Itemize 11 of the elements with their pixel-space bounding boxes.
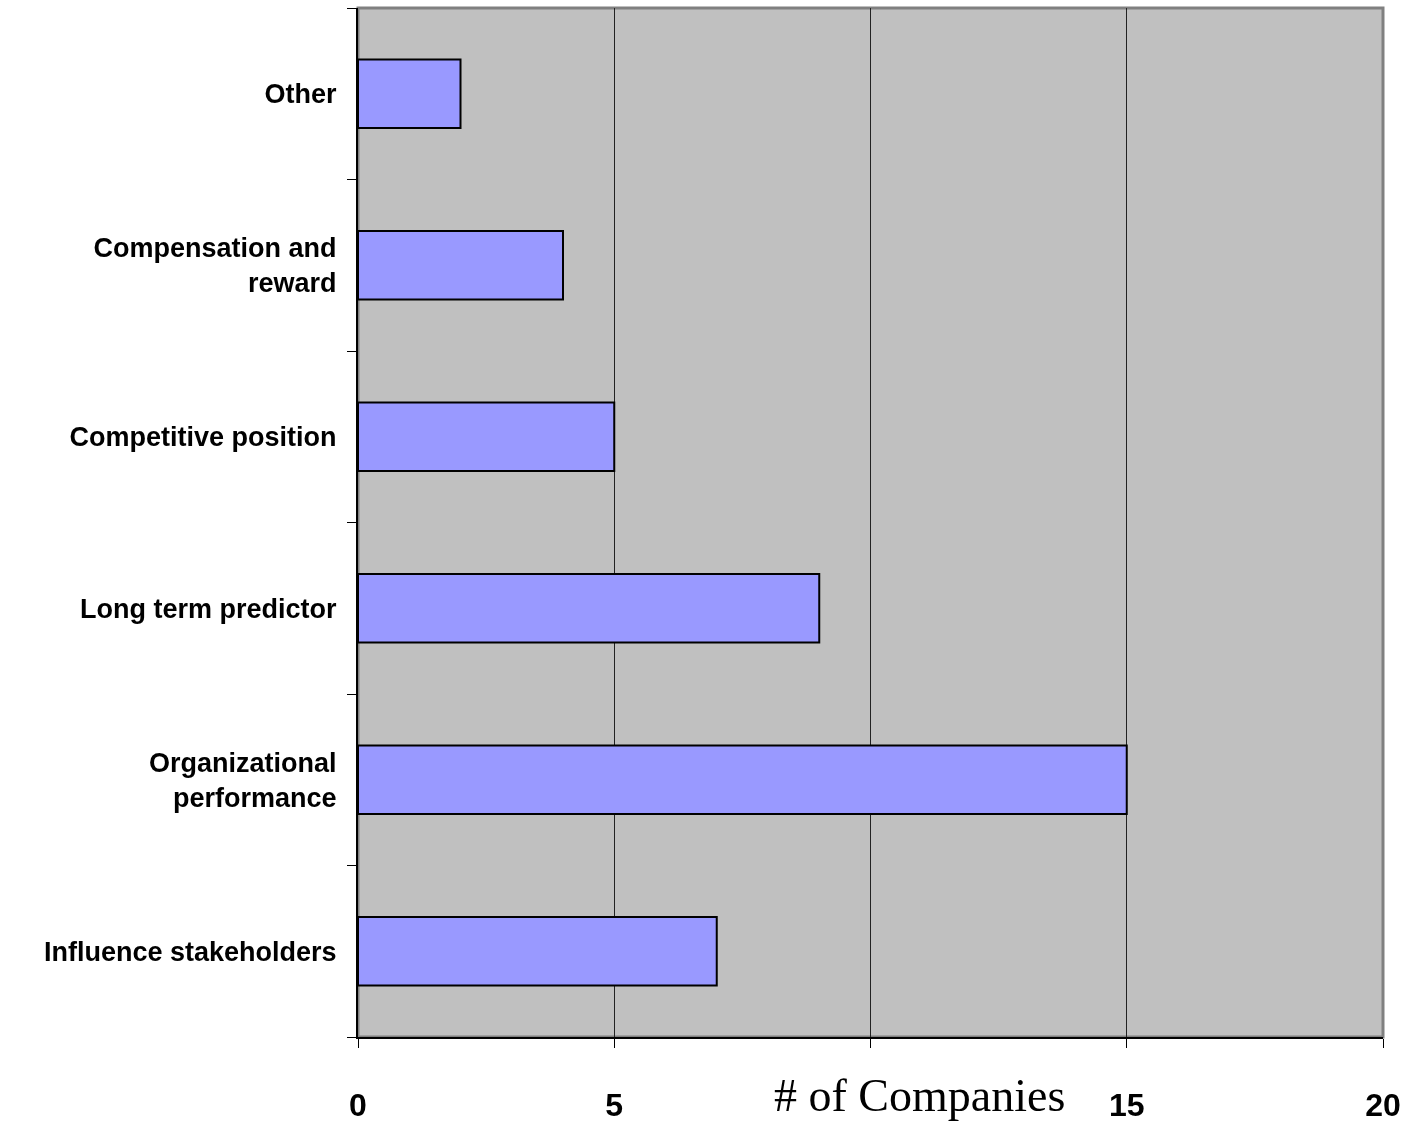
x-tick-label: 0 (349, 1087, 367, 1124)
x-tick-label: 20 (1365, 1087, 1401, 1124)
y-tick-label: Influence stakeholders (43, 936, 337, 967)
x-tick-label: 15 (1108, 1087, 1145, 1124)
y-tick-label: Competitive position (69, 422, 337, 453)
y-tick-label: Organizational performance (149, 747, 337, 813)
x-axis-title: # of Companies (774, 1070, 1066, 1121)
x-tick-label: 5 (605, 1087, 624, 1124)
y-tick-label: Compensation and reward (93, 233, 337, 299)
y-tick-label: Long term predictor (80, 593, 338, 624)
y-tick-label: Other (264, 79, 338, 110)
